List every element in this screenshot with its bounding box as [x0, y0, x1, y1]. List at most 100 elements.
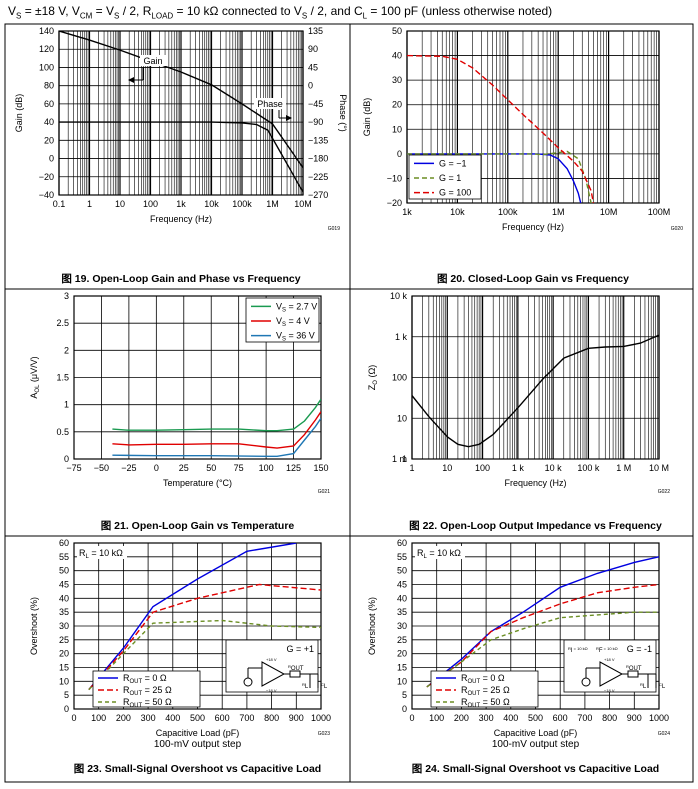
- x-tick-label: 0: [71, 713, 76, 723]
- rf-label: RF = 10 kΩ: [596, 646, 618, 654]
- text-run: = 0 Ω: [480, 673, 505, 683]
- x-tick-label: 200: [116, 713, 131, 723]
- supply-positive-label: +18 V: [266, 657, 277, 662]
- y-tick-label: 0: [397, 149, 402, 159]
- subscript: L: [86, 554, 90, 560]
- y-axis-label: Overshoot (%): [367, 597, 377, 655]
- legend-label: ROUT = 25 Ω: [461, 685, 510, 697]
- y-tick-label: 10: [397, 413, 407, 423]
- ri-label: RI = 10 kΩ: [568, 646, 588, 654]
- figure-code: G023: [318, 731, 330, 737]
- y-tick-label: 100: [39, 62, 54, 72]
- series-line-g-100: [407, 54, 595, 203]
- rl-label: RL = 10 kΩ: [417, 548, 461, 560]
- caption-text: Closed-Loop Gain vs Frequency: [468, 273, 629, 285]
- x-tick-label: 125: [286, 463, 301, 473]
- caption-number: 图 21.: [101, 520, 132, 532]
- y2-tick-label: −135: [308, 135, 328, 145]
- subscript: L: [662, 684, 666, 690]
- subscript: OUT: [291, 666, 304, 672]
- y2-tick-label: −225: [308, 172, 328, 182]
- subscript: S: [282, 337, 286, 343]
- figure-caption: 图 23. Small-Signal Overshoot vs Capaciti…: [74, 763, 321, 775]
- y-tick-label: 15: [397, 663, 407, 673]
- caption-text: Open-Loop Output Impedance vs Frequency: [440, 520, 662, 532]
- text-run: R: [417, 548, 424, 558]
- x-tick-label: 50: [206, 463, 216, 473]
- y-tick-label: 20: [44, 135, 54, 145]
- series-line-r-out-25-: [426, 583, 659, 688]
- text-run: R: [596, 646, 599, 651]
- legend-label: VS = 36 V: [276, 331, 315, 343]
- text-run: = 25 Ω: [480, 685, 510, 695]
- y-tick-label: 25: [397, 635, 407, 645]
- supply-positive-label: +18 V: [604, 657, 615, 662]
- y-tick-label: 50: [392, 26, 402, 36]
- x-tick-label: 300: [479, 713, 494, 723]
- x-tick-label: 700: [239, 713, 254, 723]
- y-tick-label: 0: [49, 154, 54, 164]
- y-tick-label: 30: [397, 621, 407, 631]
- figure-code: G020: [671, 226, 683, 232]
- text-run: V: [276, 316, 282, 326]
- figure-panel-24: [349, 535, 694, 783]
- x-tick-label: 100: [429, 713, 444, 723]
- y-tick-label: 10: [397, 676, 407, 686]
- x-tick-label: 0: [409, 713, 414, 723]
- x-tick-label: 100k: [232, 199, 252, 209]
- x-tick-label: 900: [627, 713, 642, 723]
- y-axis-label: Gain (dB): [362, 98, 372, 137]
- series-line-phase: [59, 121, 303, 193]
- y-tick-label: 80: [44, 81, 54, 91]
- text-run: R: [568, 646, 571, 651]
- legend-label: ROUT = 25 Ω: [123, 685, 172, 697]
- x-tick-label: 500: [190, 713, 205, 723]
- gridlines: [58, 30, 304, 196]
- x-tick-label: −75: [66, 463, 81, 473]
- x-tick-label: 1: [409, 463, 414, 473]
- caption-text: Small-Signal Overshoot vs Capacitive Loa…: [443, 763, 659, 775]
- x-tick-label: 600: [553, 713, 568, 723]
- y-tick-label: −10: [387, 173, 402, 183]
- text-run: V: [276, 301, 282, 311]
- y-tick-label: 35: [397, 607, 407, 617]
- x-tick-label: 10M: [294, 199, 312, 209]
- y2-tick-label: 0: [308, 81, 313, 91]
- x-tick-label: 1 M: [616, 463, 631, 473]
- x-axis-label: Capacitive Load (pF): [156, 728, 240, 738]
- y2-tick-label: 135: [308, 26, 323, 36]
- x-tick-label: 10: [115, 199, 125, 209]
- text-run: R: [123, 673, 130, 683]
- x-tick-label: 100M: [648, 207, 671, 217]
- legend-label: ROUT = 50 Ω: [123, 697, 172, 709]
- y-tick-label: 20: [59, 649, 69, 659]
- annotations: Gain Phase: [128, 55, 292, 121]
- x-tick-label: 1000: [649, 713, 669, 723]
- y2-axis-label: Phase (°): [338, 94, 348, 132]
- series-line-r-out-0-: [88, 543, 297, 691]
- text-run: = 25 Ω: [142, 685, 172, 695]
- schematic-box: [225, 639, 319, 693]
- subscript: OUT: [468, 703, 481, 709]
- y2-tick-label: −45: [308, 99, 323, 109]
- header-subscript: L: [362, 11, 368, 21]
- subscript: L: [324, 684, 328, 690]
- x-axis-label: Frequency (Hz): [504, 478, 566, 488]
- y-tick-label: −20: [39, 172, 54, 182]
- text-run: C: [659, 682, 662, 687]
- gain-annotation-bg: [140, 55, 167, 66]
- y-tick-label: 120: [39, 44, 54, 54]
- x-tick-label: 600: [215, 713, 230, 723]
- y-tick-label: 20: [397, 649, 407, 659]
- chart-fig24: 0 100 200 300 400 500 600 700 800 900 1000 0 5 10 15 20…: [367, 538, 670, 775]
- x-tick-label: 0.1: [53, 199, 66, 209]
- x-tick-label: 100k: [498, 207, 518, 217]
- supply-negative-label: −18 V: [604, 688, 615, 693]
- x-tick-label: 100: [475, 463, 490, 473]
- legend-label: ROUT = 50 Ω: [461, 697, 510, 709]
- plot-frame: [411, 295, 660, 460]
- text-run: = 10 kΩ: [603, 646, 618, 651]
- rout-resistor: [627, 670, 639, 678]
- header-subscript: LOAD: [151, 11, 174, 21]
- text-run: R: [123, 685, 130, 695]
